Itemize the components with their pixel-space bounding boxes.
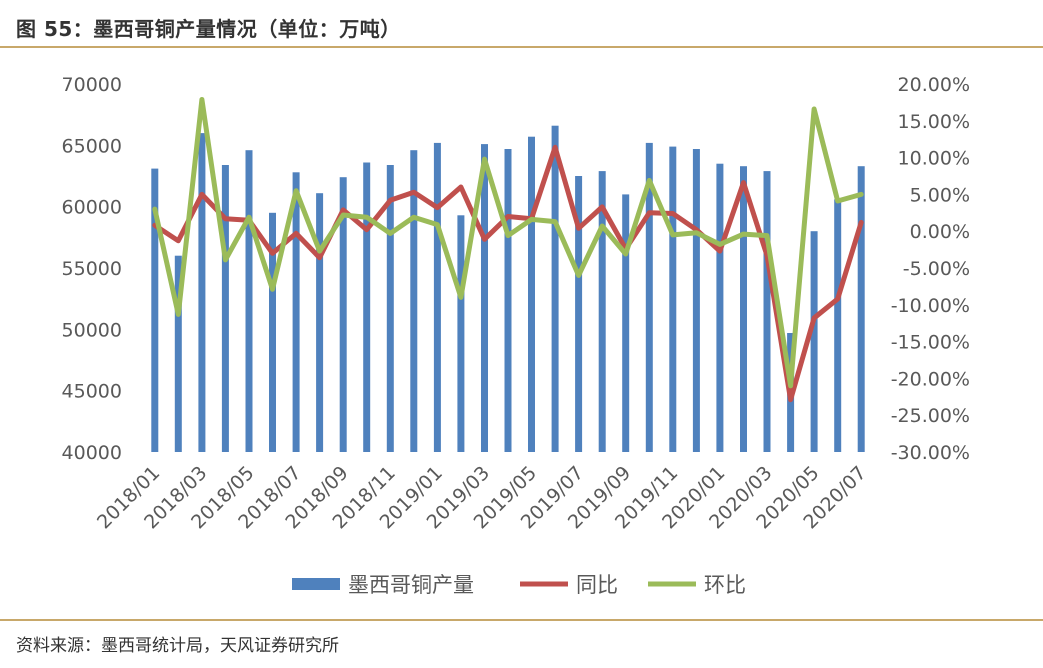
source-note: 资料来源：墨西哥统计局，天风证券研究所 <box>16 636 339 656</box>
bar-2020/02 <box>740 166 747 452</box>
bar-2018/01 <box>151 168 159 452</box>
legend-label: 同比 <box>576 573 618 597</box>
top-divider <box>0 46 1043 48</box>
bar-2020/07 <box>857 166 865 452</box>
bar-2018/09 <box>339 177 347 452</box>
bar-2020/03 <box>763 171 771 452</box>
bar-2019/10 <box>645 142 653 452</box>
right-axis-ticks: -30.00% -25.00% -20.00% -15.00% -10.00% -5.00… <box>891 74 970 464</box>
bar-2019/05 <box>528 136 535 452</box>
bar-2018/03 <box>198 133 206 452</box>
left-axis-ticks: 40000 45000 50000 55000 60000 65000 70000 <box>62 74 122 464</box>
bar-2018/05 <box>245 150 253 452</box>
legend-swatch <box>292 578 340 590</box>
right-tick-label: -5.00% <box>903 258 970 280</box>
bottom-divider <box>0 619 1043 621</box>
bar-2018/10 <box>363 162 371 452</box>
bar-2018/12 <box>410 150 418 452</box>
copper-production-chart: 40000 45000 50000 55000 60000 65000 70000 -30.… <box>62 74 970 597</box>
bar-2019/06 <box>551 125 559 452</box>
bar-2019/07 <box>575 176 583 452</box>
line-series <box>152 97 864 403</box>
bar-2019/01 <box>433 142 441 452</box>
right-tick-label: 15.00% <box>898 111 970 133</box>
bar-2019/09 <box>622 194 630 452</box>
x-axis-ticks: 2018/012018/032018/052018/072018/092018/… <box>93 462 871 533</box>
bar-2019/03 <box>481 144 488 452</box>
right-tick-label: 0.00% <box>910 221 970 243</box>
bar-2018/04 <box>221 165 229 452</box>
left-tick-label: 70000 <box>62 74 122 96</box>
right-tick-label: -30.00% <box>891 442 970 464</box>
right-tick-label: -10.00% <box>891 295 970 317</box>
left-tick-label: 60000 <box>62 197 122 219</box>
bar-2018/11 <box>386 165 394 452</box>
bar-2019/08 <box>598 171 606 452</box>
right-tick-label: 5.00% <box>910 184 970 206</box>
bar-2018/06 <box>269 212 276 452</box>
bar-2019/04 <box>504 149 512 452</box>
left-tick-label: 65000 <box>62 135 122 157</box>
chart-legend: 墨西哥铜产量 同比 环比 <box>292 573 746 597</box>
bar-2019/11 <box>669 146 677 452</box>
left-tick-label: 45000 <box>62 381 122 403</box>
right-tick-label: -25.00% <box>891 405 970 427</box>
right-tick-label: -20.00% <box>891 368 970 390</box>
left-tick-label: 55000 <box>62 258 122 280</box>
bar-2020/05 <box>810 231 818 452</box>
right-tick-label: -15.00% <box>891 332 970 354</box>
bar-2018/08 <box>316 193 324 452</box>
series-line-环比 <box>152 97 864 389</box>
bar-2020/01 <box>716 163 724 452</box>
right-tick-label: 10.00% <box>898 148 970 170</box>
left-tick-label: 40000 <box>62 442 122 464</box>
bar-2018/07 <box>292 172 300 453</box>
left-tick-label: 50000 <box>62 319 122 341</box>
bar-2018/02 <box>174 255 182 452</box>
bar-2019/12 <box>692 149 700 452</box>
bar-2020/06 <box>834 199 842 452</box>
bar-series <box>151 125 865 453</box>
series-line-同比 <box>152 144 864 403</box>
bar-2019/02 <box>457 215 465 452</box>
legend-label: 环比 <box>704 573 746 597</box>
right-tick-label: 20.00% <box>898 74 970 96</box>
page-title: 图 55：墨西哥铜产量情况（单位：万吨） <box>16 17 401 41</box>
legend-label: 墨西哥铜产量 <box>348 573 474 597</box>
